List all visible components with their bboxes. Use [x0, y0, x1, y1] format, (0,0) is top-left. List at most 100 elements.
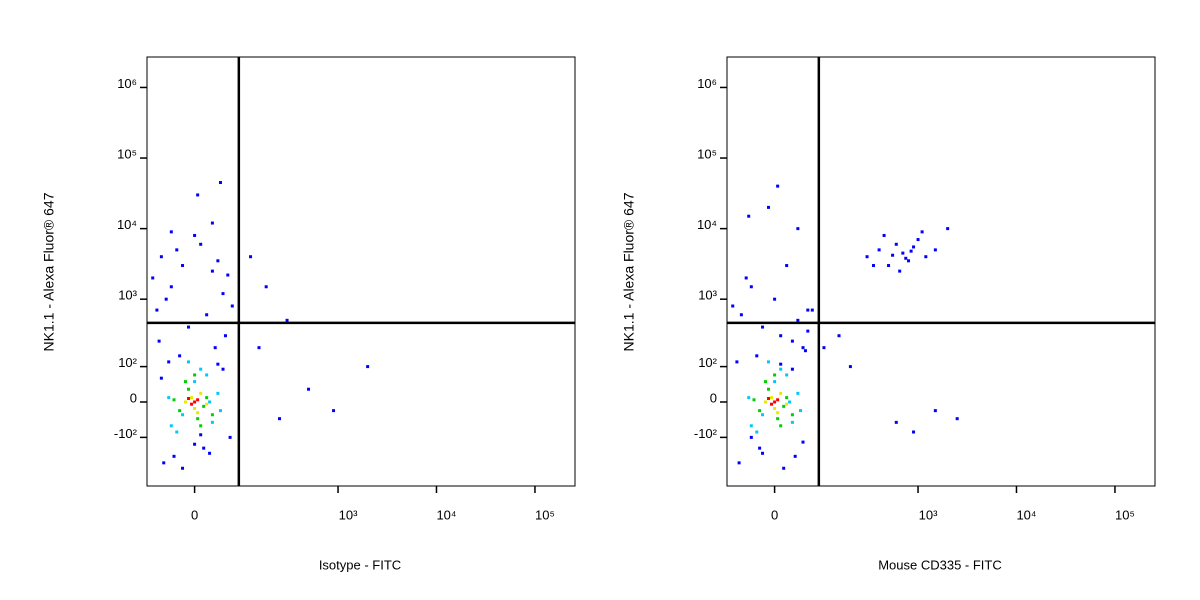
event-dot [196, 411, 200, 415]
event-dot [193, 400, 197, 404]
event-dot [790, 367, 794, 371]
event-dot [210, 269, 214, 273]
y-tick-label: 0 [130, 390, 137, 405]
event-dot [779, 362, 783, 366]
event-dot [226, 273, 230, 277]
event-dot [151, 276, 155, 280]
event-dot [366, 365, 370, 369]
event-dot [193, 380, 197, 384]
event-dot [184, 400, 188, 404]
event-dot [181, 413, 185, 417]
event-dot [761, 451, 765, 455]
event-dot [747, 396, 751, 400]
y-axis-label: NK1.1 - Alexa Fluor® 647 [621, 192, 637, 351]
event-dot [779, 334, 783, 338]
event-dot [904, 256, 908, 260]
event-dot [776, 398, 780, 402]
event-dot [776, 411, 780, 415]
event-dot [933, 248, 937, 252]
x-tick-label: 10⁵ [535, 507, 555, 522]
event-dot [205, 402, 209, 406]
event-dot [920, 230, 924, 234]
event-dot [159, 255, 163, 259]
y-tick-label: 10⁴ [117, 217, 137, 232]
event-dot [872, 264, 876, 268]
event-dot [332, 409, 336, 413]
x-tick-label: 10⁵ [1115, 507, 1135, 522]
event-dot [208, 451, 212, 455]
event-dot [752, 398, 756, 402]
event-dot [193, 442, 197, 446]
event-dot [933, 409, 937, 413]
event-dot [924, 255, 928, 259]
event-dot [891, 253, 895, 257]
event-dot [755, 354, 759, 358]
event-dot [199, 242, 203, 246]
event-dot [731, 304, 735, 308]
event-dot [216, 362, 220, 366]
event-dot [196, 193, 200, 197]
event-dot [175, 430, 179, 434]
event-dot [202, 446, 206, 450]
event-dot [257, 346, 261, 350]
event-dot [210, 420, 214, 424]
event-dot [181, 264, 185, 268]
event-dot [877, 248, 881, 252]
event-dot [230, 304, 234, 308]
x-tick-label: 0 [771, 507, 778, 522]
event-dot [773, 407, 777, 411]
event-dot [776, 417, 780, 421]
event-dot [202, 404, 206, 408]
y-tick-label: 10⁶ [697, 76, 717, 91]
event-dot [199, 433, 203, 437]
event-dot [172, 454, 176, 458]
event-dot [193, 373, 197, 377]
event-dot [749, 424, 753, 428]
event-dot [803, 349, 807, 353]
event-dot [767, 360, 771, 364]
event-dot [790, 413, 794, 417]
event-dot [193, 233, 197, 237]
event-dot [894, 242, 898, 246]
event-dot [205, 396, 209, 400]
event-dot [169, 285, 173, 289]
y-tick-label: 10⁴ [697, 217, 717, 232]
y-tick-label: -10² [694, 426, 718, 441]
event-dot [779, 367, 783, 371]
event-dot [773, 400, 777, 404]
x-tick-label: 10³ [919, 507, 938, 522]
event-dot [912, 430, 916, 434]
event-dot [205, 373, 209, 377]
event-dot [865, 255, 869, 259]
event-dot [801, 346, 805, 350]
y-tick-label: 10⁵ [697, 146, 717, 161]
event-dot [887, 264, 891, 268]
event-dot [187, 325, 191, 329]
event-dot [205, 313, 209, 317]
x-axis-label: Mouse CD335 - FITC [878, 557, 1002, 572]
event-dot [806, 329, 810, 333]
event-dot [199, 391, 203, 395]
event-dot [798, 409, 802, 413]
event-dot [196, 417, 200, 421]
event-dot [218, 409, 222, 413]
event-dot [767, 387, 771, 391]
event-dot [912, 245, 916, 249]
event-dot [788, 400, 792, 404]
y-tick-label: 10³ [698, 288, 717, 303]
event-dot [909, 249, 913, 253]
event-dot [770, 396, 774, 400]
event-dot [169, 424, 173, 428]
event-dot [228, 435, 232, 439]
x-axis-label: Isotype - FITC [319, 557, 401, 572]
event-dot [264, 285, 268, 289]
event-dot [190, 402, 194, 406]
event-dot [764, 380, 768, 384]
event-dot [162, 461, 166, 465]
x-tick-label: 10⁴ [1016, 507, 1036, 522]
event-dot [776, 184, 780, 188]
event-dot [916, 238, 920, 242]
event-dot [749, 285, 753, 289]
plot-frame [726, 56, 1156, 487]
